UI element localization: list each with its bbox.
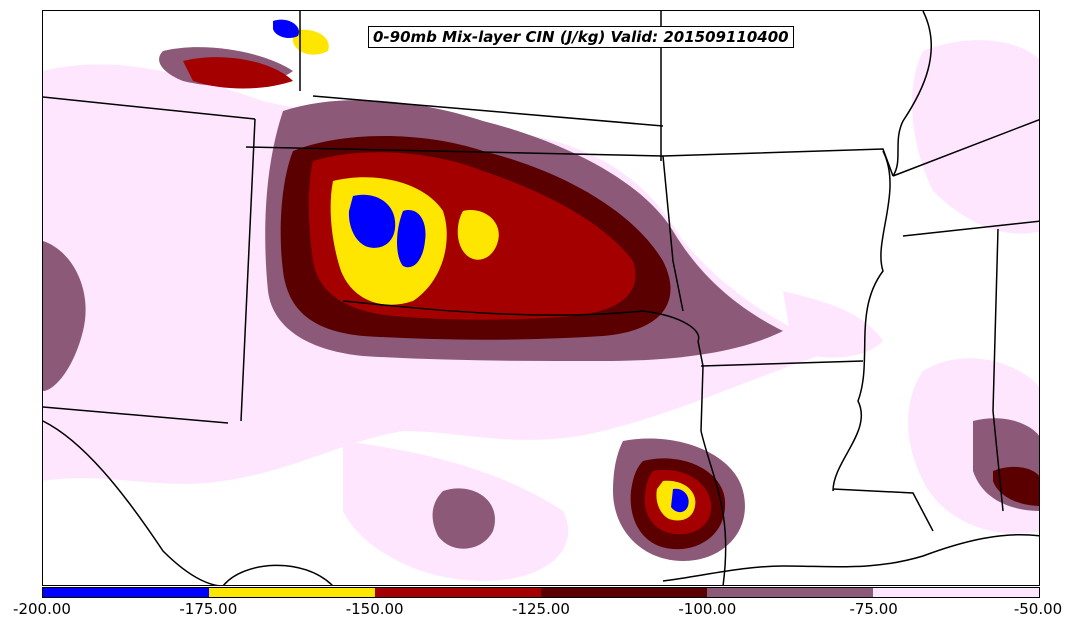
colorbar-segment	[541, 588, 707, 597]
colorbar-tick-label: -175.00	[179, 600, 238, 618]
colorbar-segment	[375, 588, 541, 597]
map-title: 0-90mb Mix-layer CIN (J/kg) Valid: 20150…	[368, 26, 794, 48]
cin-map: 0-90mb Mix-layer CIN (J/kg) Valid: 20150…	[42, 10, 1040, 586]
colorbar-tick-label: -100.00	[678, 600, 737, 618]
state-boundaries	[43, 11, 1039, 585]
colorbar-labels: -200.00 -175.00 -150.00 -125.00 -100.00 -75.0…	[0, 600, 1076, 624]
cin-field-blue	[273, 19, 689, 513]
colorbar-tick-label: -50.00	[1013, 600, 1063, 618]
colorbar-segment	[209, 588, 375, 597]
colorbar-tick-label: -150.00	[345, 600, 404, 618]
colorbar-tick-label: -125.00	[512, 600, 570, 618]
colorbar-segment	[873, 588, 1039, 597]
colorbar-tick-label: -200.00	[13, 600, 71, 618]
cin-map-canvas	[43, 11, 1039, 585]
colorbar-segment	[707, 588, 873, 597]
colorbar	[42, 587, 1040, 598]
colorbar-segment	[43, 588, 209, 597]
colorbar-tick-label: -75.00	[849, 600, 898, 618]
